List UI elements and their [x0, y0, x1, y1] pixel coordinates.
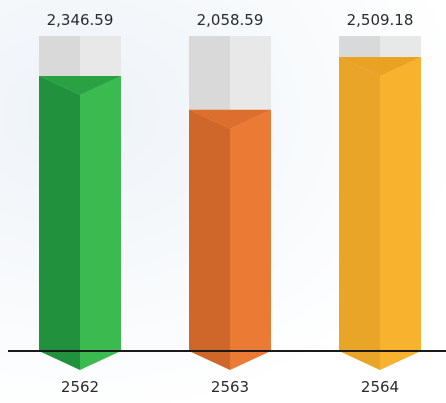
bars — [39, 56, 421, 371]
bar-right-face-2563 — [230, 109, 271, 371]
value-label-2564: 2,509.18 — [347, 11, 414, 29]
category-label-2564: 2564 — [361, 378, 399, 396]
bar-right-face-2564 — [380, 56, 421, 370]
labels: 2,346.59 2562 2,058.59 2563 2,509.18 2564 — [47, 11, 414, 396]
bar-left-face-2562 — [39, 76, 80, 370]
category-label-2563: 2563 — [211, 378, 249, 396]
bar-left-face-2564 — [339, 56, 380, 370]
bar-right-face-2562 — [80, 76, 121, 370]
bar-top-face-2564 — [339, 56, 421, 76]
value-label-2562: 2,346.59 — [47, 11, 114, 29]
bar-top-face-2562 — [39, 76, 121, 95]
category-label-2562: 2562 — [61, 378, 99, 396]
bar-left-face-2563 — [189, 109, 230, 371]
value-label-2563: 2,058.59 — [197, 11, 264, 29]
bar-top-face-2563 — [189, 109, 271, 129]
